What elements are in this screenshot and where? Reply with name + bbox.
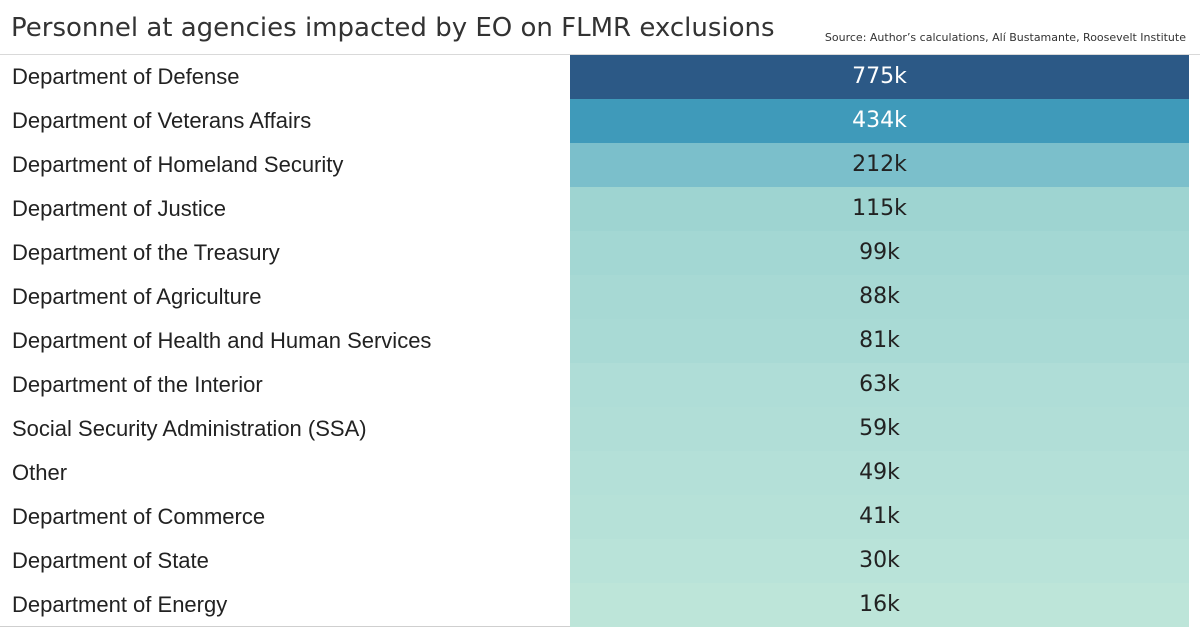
row-label: Department of the Treasury	[12, 240, 280, 265]
row-label: Department of Health and Human Services	[12, 328, 432, 353]
row-label: Department of Agriculture	[12, 284, 262, 309]
row-label: Department of Energy	[12, 592, 228, 617]
value-cell	[570, 363, 1189, 407]
table-row: Department of Commerce 41k	[0, 495, 1189, 539]
value-label: 775k	[852, 64, 907, 89]
value-label: 99k	[859, 240, 900, 265]
table-row: Other 49k	[0, 451, 1189, 495]
table-row: Department of Justice 115k	[0, 187, 1189, 231]
value-label: 81k	[859, 328, 900, 353]
table-row: Department of Veterans Affairs 434k	[0, 99, 1189, 143]
value-label: 16k	[859, 592, 900, 617]
row-label: Department of Veterans Affairs	[12, 108, 312, 133]
value-label: 41k	[859, 504, 900, 529]
row-label: Department of State	[12, 548, 209, 573]
row-label: Department of Commerce	[12, 504, 266, 529]
row-label: Department of Defense	[12, 64, 240, 89]
value-cell	[570, 187, 1189, 231]
row-label: Department of Homeland Security	[12, 152, 344, 177]
table-row: Department of the Treasury 99k	[0, 231, 1189, 275]
table-row: Department of Agriculture 88k	[0, 275, 1189, 319]
value-label: 115k	[852, 196, 907, 221]
value-cell	[570, 583, 1189, 627]
table-row: Department of Homeland Security 212k	[0, 143, 1189, 187]
table-row: Department of Defense 775k	[0, 55, 1189, 99]
table-row: Department of Energy 16k	[0, 583, 1189, 627]
row-label: Department of Justice	[12, 196, 226, 221]
value-cell	[570, 451, 1189, 495]
row-label: Department of the Interior	[12, 372, 263, 397]
chart-title: Personnel at agencies impacted by EO on …	[11, 13, 775, 43]
value-cell	[570, 495, 1189, 539]
value-label: 63k	[859, 372, 900, 397]
value-label: 59k	[859, 416, 900, 441]
value-cell	[570, 231, 1189, 275]
value-cell	[570, 99, 1189, 143]
value-label: 49k	[859, 460, 900, 485]
value-cell	[570, 319, 1189, 363]
table-row: Department of Health and Human Services 8…	[0, 319, 1189, 363]
value-label: 434k	[852, 108, 907, 133]
table-row: Department of the Interior 63k	[0, 363, 1189, 407]
row-label: Other	[12, 460, 68, 485]
value-label: 212k	[852, 152, 907, 177]
value-label: 88k	[859, 284, 900, 309]
table-row: Social Security Administration (SSA) 59k	[0, 407, 1189, 451]
value-cell	[570, 143, 1189, 187]
value-cell	[570, 539, 1189, 583]
value-label: 30k	[859, 548, 900, 573]
source-note: Source: Author’s calculations, Alí Busta…	[824, 31, 1186, 44]
chart-header: Personnel at agencies impacted by EO on …	[0, 0, 1200, 55]
row-label: Social Security Administration (SSA)	[12, 416, 367, 441]
value-cell	[570, 407, 1189, 451]
value-cell	[570, 55, 1189, 99]
value-cell	[570, 275, 1189, 319]
table-row: Department of State 30k	[0, 539, 1189, 583]
highlight-table: Department of Defense 775k Department of V…	[0, 55, 1189, 627]
